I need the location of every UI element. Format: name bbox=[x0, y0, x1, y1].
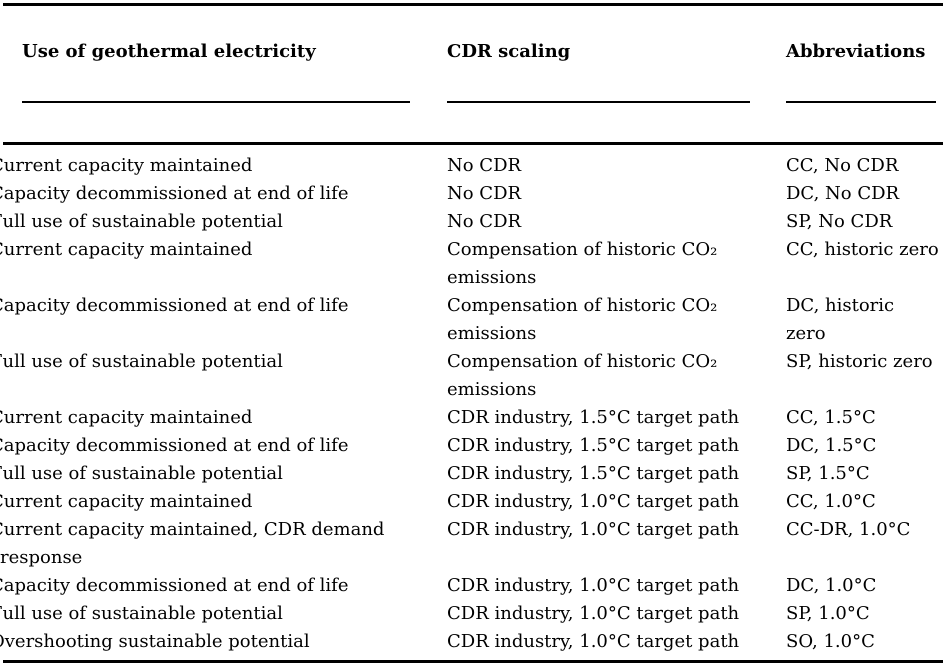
column-header-abbreviations: Abbreviations bbox=[786, 41, 926, 62]
cell-cdr: No CDR bbox=[447, 211, 522, 232]
table-row: Full use of sustainable potential CDR in… bbox=[0, 460, 946, 488]
table-row: Current capacity maintained CDR industry… bbox=[0, 488, 946, 516]
cell-cdr: CDR industry, 1.0°C target path bbox=[447, 603, 740, 624]
table-row: Current capacity maintained No CDR CC, N… bbox=[0, 152, 946, 180]
table-row: Capacity decommissioned at end of life N… bbox=[0, 180, 946, 208]
cell-abbr: SO, 1.0°C bbox=[786, 631, 875, 652]
table-row: Overshooting sustainable potential CDR i… bbox=[0, 628, 946, 656]
table-row: Current capacity maintained Compensation… bbox=[0, 236, 946, 292]
cell-use: Current capacity maintained bbox=[0, 491, 253, 512]
cell-use: Current capacity maintained bbox=[0, 155, 253, 176]
cell-use: Full use of sustainable potential bbox=[0, 603, 283, 624]
table-row: Capacity decommissioned at end of life C… bbox=[0, 572, 946, 600]
table-row: Capacity decommissioned at end of life C… bbox=[0, 292, 946, 348]
cell-abbr: DC, No CDR bbox=[786, 183, 900, 204]
cell-use: Full use of sustainable potential bbox=[0, 211, 283, 232]
table-bottom-rule bbox=[3, 660, 943, 663]
table-row: Current capacity maintained CDR industry… bbox=[0, 404, 946, 432]
cell-use: Capacity decommissioned at end of life bbox=[0, 183, 349, 204]
cell-use: Full use of sustainable potential bbox=[0, 351, 283, 372]
cell-abbr: DC, 1.0°C bbox=[786, 575, 877, 596]
cell-cdr: CDR industry, 1.0°C target path bbox=[447, 491, 740, 512]
cell-cdr: CDR industry, 1.5°C target path bbox=[447, 463, 740, 484]
table-row: Full use of sustainable potential CDR in… bbox=[0, 600, 946, 628]
cell-abbr: CC, historic zero bbox=[786, 239, 939, 260]
cell-cdr: CDR industry, 1.0°C target path bbox=[447, 631, 740, 652]
table-row: Full use of sustainable potential No CDR… bbox=[0, 208, 946, 236]
cell-use: Overshooting sustainable potential bbox=[0, 631, 310, 652]
cell-abbr: DC, 1.5°C bbox=[786, 435, 877, 456]
cell-abbr: SP, 1.0°C bbox=[786, 603, 870, 624]
table-row: Current capacity maintained, CDR demand … bbox=[0, 516, 946, 572]
cell-cdr: CDR industry, 1.0°C target path bbox=[447, 519, 740, 540]
cell-abbr: DC, historic zero bbox=[786, 295, 895, 344]
cell-cdr: CDR industry, 1.5°C target path bbox=[447, 407, 740, 428]
cell-abbr: CC, 1.0°C bbox=[786, 491, 876, 512]
table-row: Full use of sustainable potential Compen… bbox=[0, 348, 946, 404]
cell-use: Capacity decommissioned at end of life bbox=[0, 435, 349, 456]
cell-cdr: CDR industry, 1.5°C target path bbox=[447, 435, 740, 456]
column-header-underline bbox=[447, 101, 750, 103]
table-header-separator-rule bbox=[3, 142, 943, 145]
cell-abbr: CC, 1.5°C bbox=[786, 407, 876, 428]
cell-use: Capacity decommissioned at end of life bbox=[0, 295, 349, 316]
cell-abbr: CC-DR, 1.0°C bbox=[786, 519, 911, 540]
cell-abbr: SP, No CDR bbox=[786, 211, 893, 232]
cell-cdr: No CDR bbox=[447, 155, 522, 176]
table-top-rule bbox=[3, 3, 943, 6]
cell-cdr: CDR industry, 1.0°C target path bbox=[447, 575, 740, 596]
cell-use: Current capacity maintained bbox=[0, 239, 253, 260]
cell-cdr: Compensation of historic CO₂ emissions bbox=[447, 239, 718, 288]
column-header-cdr-scaling: CDR scaling bbox=[447, 41, 571, 62]
cell-cdr: Compensation of historic CO₂ emissions bbox=[447, 295, 718, 344]
cell-use: Full use of sustainable potential bbox=[0, 463, 283, 484]
cell-use: Current capacity maintained, CDR demand … bbox=[0, 519, 385, 568]
column-header-underline bbox=[786, 101, 936, 103]
cell-use: Current capacity maintained bbox=[0, 407, 253, 428]
cell-abbr: SP, 1.5°C bbox=[786, 463, 870, 484]
cell-cdr: No CDR bbox=[447, 183, 522, 204]
scenario-table: Current capacity maintained No CDR CC, N… bbox=[0, 152, 946, 656]
cell-abbr: CC, No CDR bbox=[786, 155, 899, 176]
column-header-underline bbox=[22, 101, 410, 103]
cell-abbr: SP, historic zero bbox=[786, 351, 933, 372]
column-header-use-of-geothermal-electricity: Use of geothermal electricity bbox=[22, 41, 316, 62]
cell-use: Capacity decommissioned at end of life bbox=[0, 575, 349, 596]
table-row: Capacity decommissioned at end of life C… bbox=[0, 432, 946, 460]
cell-cdr: Compensation of historic CO₂ emissions bbox=[447, 351, 718, 400]
